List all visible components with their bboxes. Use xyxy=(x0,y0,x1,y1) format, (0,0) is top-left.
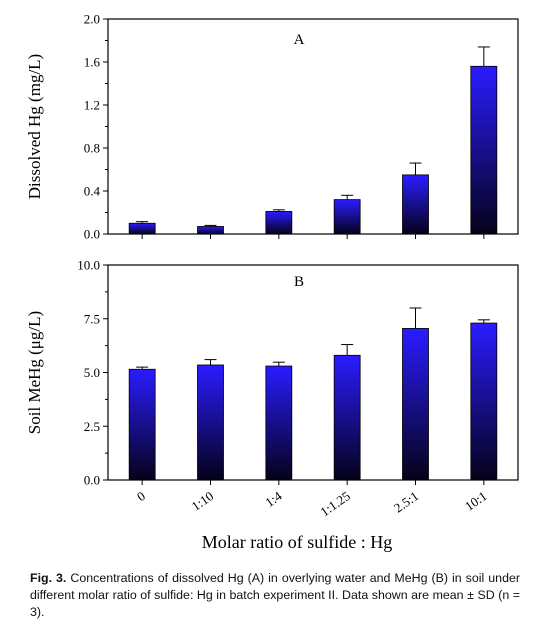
y-tick-label-b-1: 2.5 xyxy=(84,419,100,434)
x-tick-label-b-4: 2.5:1 xyxy=(391,488,421,515)
x-tick-label-b-0: 0 xyxy=(134,488,148,504)
panel-label-a: A xyxy=(294,32,305,48)
y-tick-label-b-4: 10.0 xyxy=(77,258,100,273)
bar-b-3 xyxy=(333,354,361,481)
bar-a-2 xyxy=(265,211,293,235)
figure-3: 0.0 0.4 0.8 1.2 1.6 2.0 Dissolved Hg (mg/L) A 0… xyxy=(25,12,519,552)
panel-a-chart: 0.0 0.4 0.8 1.2 1.6 2.0 Dissolved Hg (mg/L) A xyxy=(25,12,519,242)
y-tick-label-a-5: 2.0 xyxy=(84,12,100,27)
bar-b-0 xyxy=(128,368,156,481)
y-tick-label-a-2: 0.8 xyxy=(84,141,100,156)
x-tick-label-b-2: 1:4 xyxy=(262,488,285,510)
y-axis-label-b: Soil MeHg (μg/L) xyxy=(25,311,44,434)
bar-a-1 xyxy=(197,226,224,235)
bar-b-5 xyxy=(470,322,498,481)
bar-b-4 xyxy=(402,328,429,481)
caption-label: Fig. 3. xyxy=(30,571,67,585)
bar-a-3 xyxy=(333,199,361,235)
caption-text: Concentrations of dissolved Hg (A) in ov… xyxy=(30,571,520,619)
y-tick-label-b-3: 7.5 xyxy=(84,311,100,326)
panel-label-b: B xyxy=(294,274,304,290)
bar-a-5 xyxy=(470,65,498,235)
x-tick-label-b-5: 10:1 xyxy=(462,488,490,514)
bar-b-1 xyxy=(197,364,224,481)
panel-b-chart: 0.0 2.5 5.0 7.5 10.0 0 1:10 1:4 1:1.25 2.5:1 10:1 S… xyxy=(25,258,519,519)
y-tick-label-b-0: 0.0 xyxy=(84,473,100,488)
bar-a-4 xyxy=(402,174,429,235)
y-tick-label-a-0: 0.0 xyxy=(84,227,100,242)
y-tick-label-b-2: 5.0 xyxy=(84,365,100,380)
x-tick-label-b-1: 1:10 xyxy=(189,488,217,514)
x-tick-label-b-3: 1:1.25 xyxy=(317,488,353,519)
bar-a-0 xyxy=(128,222,156,235)
plot-frame-b xyxy=(107,264,519,481)
y-tick-label-a-1: 0.4 xyxy=(84,184,101,199)
x-axis-label: Molar ratio of sulfide : Hg xyxy=(202,532,392,552)
bar-b-2 xyxy=(265,365,293,481)
figure-caption: Fig. 3. Concentrations of dissolved Hg (… xyxy=(30,570,520,621)
y-axis-label-a: Dissolved Hg (mg/L) xyxy=(25,54,44,199)
y-tick-label-a-4: 1.6 xyxy=(84,55,101,70)
y-tick-label-a-3: 1.2 xyxy=(84,98,100,113)
plot-frame-a xyxy=(107,18,519,235)
